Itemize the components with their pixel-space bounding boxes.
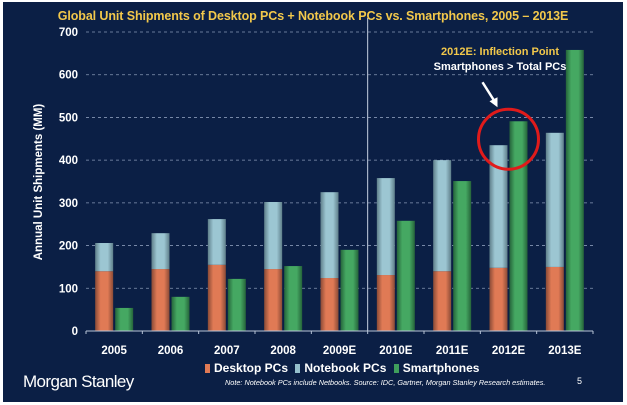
x-tick-label: 2013E	[548, 345, 582, 357]
bar-desktop	[489, 267, 508, 331]
bar-desktop	[151, 269, 170, 331]
y-tick-label: 400	[59, 155, 78, 167]
y-tick-label: 600	[59, 70, 78, 82]
bar-notebook	[433, 160, 452, 272]
x-tick-label: 2005	[101, 345, 127, 357]
brand-logo: Morgan Stanley	[23, 372, 134, 391]
x-tick-label: 2012E	[492, 345, 526, 357]
legend-label-smartphones: Smartphones	[402, 361, 480, 375]
bar-smartphones	[115, 307, 134, 331]
source-note: Note: Notebook PCs include Netbooks. Sou…	[225, 378, 546, 387]
legend-swatch-desktop	[205, 364, 210, 373]
bar-smartphones	[227, 278, 246, 331]
bar-desktop	[95, 271, 114, 331]
legend: Desktop PCs Notebook PCs Smartphones	[201, 361, 479, 375]
bar-smartphones	[453, 181, 472, 331]
legend-label-desktop: Desktop PCs	[214, 361, 289, 375]
bar-desktop	[320, 278, 339, 331]
bar-desktop	[264, 269, 283, 331]
chart-title: Global Unit Shipments of Desktop PCs + N…	[57, 9, 569, 23]
bar-notebook	[320, 192, 339, 279]
x-tick-label: 2007	[214, 345, 240, 357]
bar-smartphones	[509, 121, 528, 331]
page-number: 5	[577, 376, 583, 386]
y-tick-label: 500	[59, 112, 78, 124]
bar-notebook	[264, 202, 283, 270]
bar-notebook	[489, 145, 508, 268]
chart-plot: 0 100 200 300 400 500 600 700 2005 2006 2007 2008 20…	[59, 18, 594, 357]
bar-notebook	[545, 132, 564, 267]
bar-smartphones	[284, 266, 303, 331]
bar-notebook	[376, 178, 395, 276]
y-tick-label: 300	[59, 198, 78, 210]
bar-desktop	[433, 271, 452, 331]
x-tick-label: 2011E	[436, 345, 469, 357]
bar-notebook	[95, 243, 114, 272]
bar-desktop	[376, 275, 395, 331]
x-tick-label: 2006	[158, 345, 184, 357]
y-tick-label: 100	[59, 283, 78, 295]
annotation-arrowhead	[489, 97, 498, 108]
bar-smartphones	[396, 220, 415, 331]
annotation-subtitle: Smartphones > Total PCs	[433, 61, 567, 73]
slide: Global Unit Shipments of Desktop PCs + N…	[3, 2, 623, 402]
annotation-arrow	[481, 81, 496, 102]
bar-desktop	[545, 266, 564, 331]
bar-desktop	[207, 264, 226, 331]
bar-smartphones	[565, 49, 584, 331]
x-tick-label: 2009E	[323, 345, 357, 357]
annotation-title: 2012E: Inflection Point	[441, 46, 559, 58]
bar-notebook	[151, 233, 170, 270]
bar-smartphones	[171, 296, 190, 331]
legend-swatch-notebook	[295, 364, 301, 373]
y-tick-label: 700	[59, 27, 78, 39]
y-tick-label: 200	[59, 241, 78, 253]
bar-notebook	[207, 219, 226, 265]
legend-label-notebook: Notebook PCs	[304, 361, 387, 375]
bar-smartphones	[340, 249, 359, 331]
legend-swatch-smartphones	[393, 364, 399, 373]
y-tick-label: 0	[72, 326, 78, 338]
x-tick-label: 2010E	[379, 345, 413, 357]
highlight-circle	[477, 107, 540, 171]
x-tick-label: 2008	[270, 345, 296, 357]
